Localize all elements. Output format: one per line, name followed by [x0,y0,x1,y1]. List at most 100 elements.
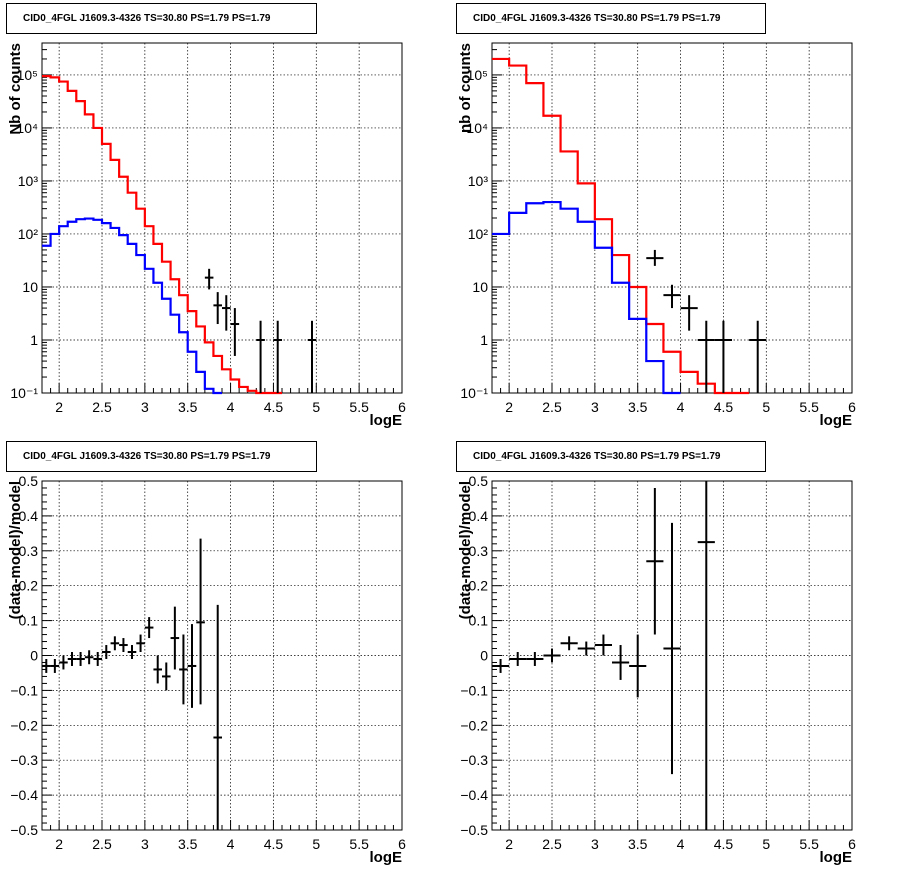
data-point [543,648,561,663]
x-tick-label: 5.5 [799,836,819,852]
data-point [50,658,60,673]
y-tick-label: 0 [480,648,488,664]
data-point [222,295,231,331]
y-tick-label: 10² [468,226,489,242]
plot-frame [491,480,853,831]
x-tick-label: 4 [227,399,235,415]
x-tick-label: 6 [848,399,856,415]
x-tick-label: 3.5 [628,399,648,415]
x-tick-label: 2.5 [542,399,562,415]
x-axis-label: logE [370,849,403,866]
data-point [93,652,102,666]
y-tick-label: 0.4 [469,508,489,524]
y-tick-label: −0.5 [10,822,38,838]
x-tick-label: 3 [591,399,599,415]
data-point [102,645,111,659]
y-tick-label: 0.1 [19,613,39,629]
y-tick-label: 10⁵ [467,67,488,83]
data-point [119,638,128,653]
x-tick-label: 5.5 [799,399,819,415]
data-point [526,652,544,666]
y-tick-label: 10⁻¹ [460,385,488,401]
y-tick-label: 10⁴ [16,120,38,136]
x-tick-label: 5 [762,836,770,852]
data-point [629,634,647,698]
data-point [256,320,265,393]
x-axis-label: logE [370,412,403,429]
x-tick-label: 3.5 [178,399,198,415]
data-point [59,655,68,670]
data-point [560,636,578,651]
x-tick-label: 2 [505,399,513,415]
x-tick-label: 2.5 [542,836,562,852]
x-tick-label: 5 [312,836,320,852]
x-tick-label: 3 [591,836,599,852]
data-point [663,284,681,309]
y-axis-label: nb of counts [457,43,474,133]
y-tick-label: −0.3 [460,752,488,768]
histogram-series-2 [492,200,681,395]
y-axis-label: (data-model)/model [457,481,474,619]
y-tick-label: −0.3 [10,752,38,768]
plot-title: CID0_4FGL J1609.3-4326 TS=30.80 PS=1.79 … [456,3,766,34]
data-point [127,645,137,659]
y-tick-label: −0.4 [10,787,38,803]
plot-title: CID0_4FGL J1609.3-4326 TS=30.80 PS=1.79 … [6,441,317,472]
y-tick-label: −0.1 [460,682,488,698]
data-point [196,538,205,705]
data-point [187,624,197,708]
y-tick-label: 10⁻¹ [10,385,38,401]
data-point [230,308,240,356]
x-tick-label: 3.5 [178,836,198,852]
data-point [136,634,145,653]
y-tick-label: 0.4 [19,508,39,524]
x-tick-label: 3 [141,836,149,852]
data-point [144,617,154,639]
y-tick-label: 0.1 [469,613,489,629]
data-point [110,636,120,651]
data-point [204,268,214,290]
x-tick-label: 2.5 [92,399,112,415]
y-tick-label: −0.2 [10,717,38,733]
y-axis-label: (data-model)/model [7,481,24,619]
data-point [492,658,510,673]
histogram-series-2 [42,217,222,395]
x-tick-label: 5 [312,399,320,415]
y-tick-label: 0.3 [469,543,489,559]
histogram-series-1 [42,74,282,395]
data-point [42,658,51,673]
x-tick-label: 4 [227,836,235,852]
y-tick-label: 1 [480,332,488,348]
x-tick-label: 5.5 [349,836,369,852]
data-point [179,634,188,705]
y-tick-label: 10² [18,226,39,242]
x-tick-label: 4.5 [714,836,734,852]
x-tick-label: 2 [55,836,63,852]
y-tick-label: 1 [30,332,38,348]
data-point [76,652,85,666]
x-tick-label: 5.5 [349,399,369,415]
data-point [680,295,698,331]
x-tick-label: 4.5 [714,399,734,415]
x-tick-label: 3.5 [628,836,648,852]
data-point [612,645,630,680]
x-tick-label: 4.5 [264,836,284,852]
x-axis-label: logE [820,412,853,429]
y-tick-label: 0.5 [19,473,39,489]
data-point [697,320,715,393]
x-tick-label: 2 [55,399,63,415]
y-tick-label: 0.2 [19,578,39,594]
y-tick-label: 10³ [18,173,39,189]
data-point [170,606,180,670]
x-tick-label: 6 [398,399,406,415]
plot-title: CID0_4FGL J1609.3-4326 TS=30.80 PS=1.79 … [456,441,766,472]
x-tick-label: 2 [505,836,513,852]
data-point [273,320,282,393]
y-tick-label: 0.2 [469,578,489,594]
data-point [307,320,317,393]
x-tick-label: 3 [141,399,149,415]
data-point [153,655,162,684]
y-tick-label: 0 [30,648,38,664]
